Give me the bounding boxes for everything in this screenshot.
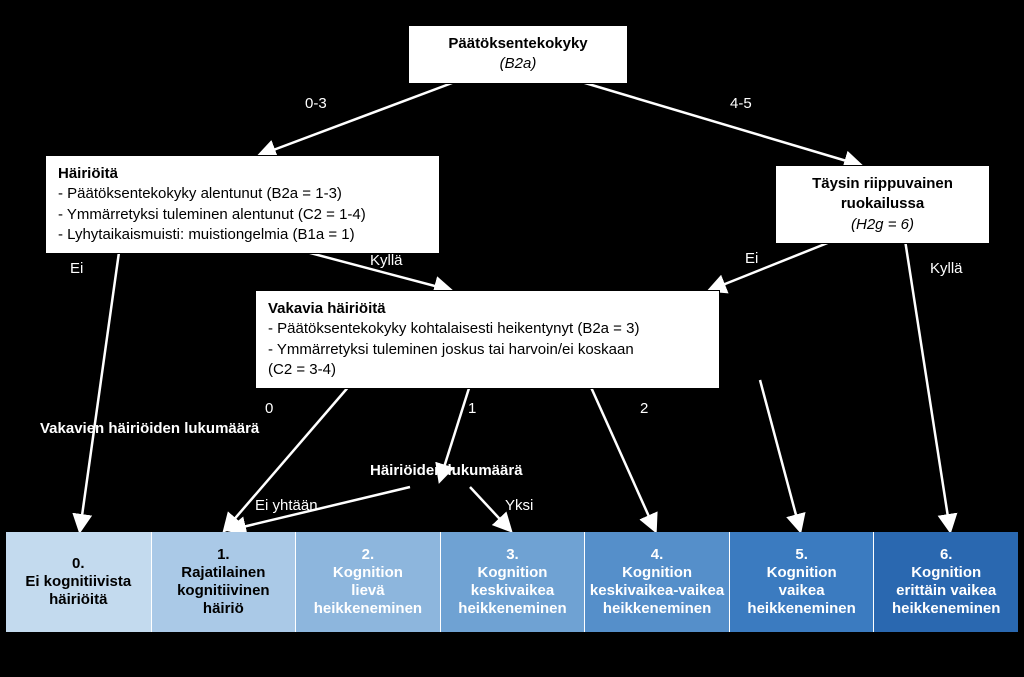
scale-cell-5-line-2: vaikea (779, 582, 825, 600)
hairioita-l1: - Päätöksentekokyky alentunut (B2a = 1-3… (58, 184, 427, 204)
scale-cell-1-line-1: Rajatilainen (181, 564, 265, 582)
label-d2-left: Ei (70, 260, 83, 277)
scale-cell-5-line-0: 5. (795, 546, 808, 564)
scale-cell-4-line-3: heikkeneminen (603, 600, 711, 618)
scale-cell-4-line-1: Kognition (622, 564, 692, 582)
scale-cell-5: 5.Kognitionvaikeaheikkeneminen (729, 532, 874, 632)
vakavia-title: Vakavia häiriöitä (268, 299, 707, 319)
scale-cell-4-line-2: keskivaikea-vaikea (590, 582, 724, 600)
label-d3-right: Ei (745, 250, 758, 267)
root-code: (B2a) (421, 54, 615, 74)
label-count-1: Yksi (505, 497, 533, 514)
scale-cell-4: 4.Kognitionkeskivaikea-vaikeaheikkenemin… (584, 532, 729, 632)
scale-cell-3: 3.Kognitionkeskivaikeaheikkeneminen (440, 532, 585, 632)
vakavia-l2: - Ymmärretyksi tuleminen joskus tai harv… (268, 340, 707, 360)
root-title: Päätöksentekokyky (421, 34, 615, 54)
label-sev-2: 2 (640, 400, 648, 417)
scale-cell-5-line-3: heikkeneminen (747, 600, 855, 618)
label-d3-left: Kyllä (930, 260, 963, 277)
hairioita-l2: - Ymmärretyksi tuleminen alentunut (C2 =… (58, 205, 427, 225)
footer-left: Vakavien häiriöiden lukumäärä (40, 420, 259, 437)
scale-cell-3-line-1: Kognition (477, 564, 547, 582)
scale-cell-6-line-0: 6. (940, 546, 953, 564)
scale-cell-1-line-2: kognitiivinen (177, 582, 270, 600)
scale-cell-1-line-0: 1. (217, 546, 230, 564)
riip-code: (H2g = 6) (788, 215, 977, 235)
label-count-0: Ei yhtään (255, 497, 318, 514)
scale-cell-3-line-0: 3. (506, 546, 519, 564)
scale-cell-3-line-2: keskivaikea (471, 582, 554, 600)
scale-cell-3-line-3: heikkeneminen (458, 600, 566, 618)
scale-cell-1-line-3: häiriö (203, 600, 244, 618)
hairioita-l3: - Lyhytaikaismuisti: muistiongelmia (B1a… (58, 225, 427, 245)
scale-cell-4-line-0: 4. (651, 546, 664, 564)
scale-cell-2-line-3: heikkeneminen (314, 600, 422, 618)
scale-cell-6-line-3: heikkeneminen (892, 600, 1000, 618)
scale-cell-2-line-2: lievä (351, 582, 384, 600)
riip-t2: ruokailussa (788, 194, 977, 214)
scale-cell-0-line-1: Ei kognitiivista (25, 573, 131, 591)
vakavia-l1: - Päätöksentekokyky kohtalaisesti heiken… (268, 319, 707, 339)
scale-cell-0: 0.Ei kognitiivistahäiriöitä (6, 532, 151, 632)
scale-cell-2-line-1: Kognition (333, 564, 403, 582)
scale-cell-2: 2.Kognitionlieväheikkeneminen (295, 532, 440, 632)
scale-cell-2-line-0: 2. (362, 546, 375, 564)
label-d2-right: Kyllä (370, 252, 403, 269)
scale-cell-5-line-1: Kognition (767, 564, 837, 582)
box-hairioita: Häiriöitä - Päätöksentekokyky alentunut … (45, 155, 440, 254)
scale-cell-6-line-1: Kognition (911, 564, 981, 582)
label-sev-1: 1 (468, 400, 476, 417)
riip-t1: Täysin riippuvainen (788, 174, 977, 194)
box-riippuvainen: Täysin riippuvainen ruokailussa (H2g = 6… (775, 165, 990, 244)
scale-cell-6-line-2: erittäin vaikea (896, 582, 996, 600)
root-box: Päätöksentekokyky (B2a) (408, 25, 628, 84)
scale-cell-6: 6.Kognitionerittäin vaikeaheikkeneminen (873, 532, 1018, 632)
scale-cell-0-line-2: häiriöitä (49, 591, 107, 609)
scale-cell-1: 1.Rajatilainenkognitiivinenhäiriö (151, 532, 296, 632)
diagram-stage: Päätöksentekokyky (B2a) 0-3 4-5 Häiriöit… (0, 0, 1024, 677)
label-d1-right: 4-5 (730, 95, 752, 112)
scale-cell-0-line-0: 0. (72, 555, 85, 573)
label-d1-left: 0-3 (305, 95, 327, 112)
label-sev-0: 0 (265, 400, 273, 417)
hairioita-title: Häiriöitä (58, 164, 427, 184)
box-vakavia: Vakavia häiriöitä - Päätöksentekokyky ko… (255, 290, 720, 389)
vakavia-l3: (C2 = 3-4) (268, 360, 707, 380)
footer-mid: Häiriöiden lukumäärä (370, 462, 523, 479)
